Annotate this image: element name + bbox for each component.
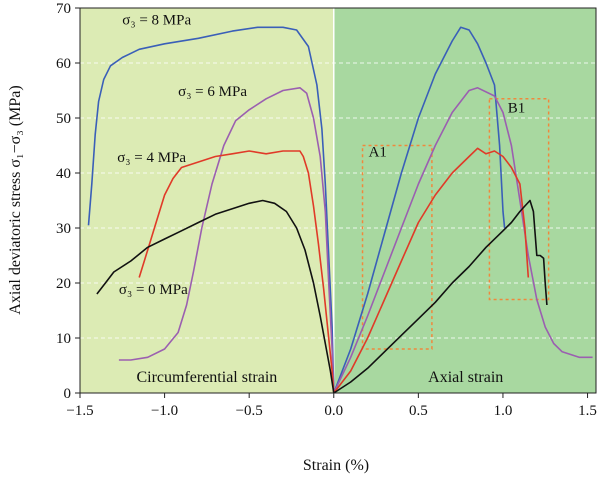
annotation-0: σ₃ = 8 MPa (122, 13, 191, 29)
highlight-boxes (361, 98, 550, 350)
y-tick-label: 30 (56, 221, 71, 237)
series-0-circumferential (87, 26, 335, 394)
y-tick-label: 40 (56, 166, 71, 182)
series-3-axial (333, 199, 548, 394)
series-1-circumferential (118, 87, 335, 394)
y-tick-label: 10 (56, 331, 71, 347)
x-tick-label: −1.5 (66, 403, 93, 419)
annotations: σ₃ = 8 MPa σ₃ = 6 MPa σ₃ = 4 MPa σ₃ = 0 MPa… (117, 13, 525, 387)
region-1 (333, 8, 596, 393)
series-2-axial (333, 147, 530, 394)
y-tick-label: 50 (56, 111, 71, 127)
y-axis-label: Axial deviatoric stress σ₁−σ₃ (MPa) (7, 85, 24, 314)
series-3-circumferential (96, 199, 335, 394)
box-a1 (361, 144, 433, 350)
annotation-5: Axial strain (428, 369, 503, 386)
x-tick-label: −0.5 (236, 403, 263, 419)
series-2-circumferential (138, 150, 335, 394)
annotation-6: A1 (369, 145, 387, 161)
y-tick-label: 20 (56, 276, 71, 292)
plot-frame (79, 7, 597, 394)
x-tick-label: 1.5 (578, 403, 597, 419)
x-tick-label: −1.0 (151, 403, 178, 419)
axes: −1.5 −1.0 −0.5 0.0 0.5 1.0 1.5 0 10 20 30 40 50 60 70 (56, 1, 597, 419)
y-tick-label: 0 (64, 386, 72, 402)
series-0-axial (333, 26, 506, 394)
x-tick-label: 1.0 (494, 403, 513, 419)
annotation-2: σ₃ = 4 MPa (117, 150, 186, 166)
box-b1 (488, 98, 550, 301)
y-tick-label: 70 (56, 1, 71, 17)
annotation-1: σ₃ = 6 MPa (178, 84, 247, 100)
x-tick-label: 0.0 (324, 403, 343, 419)
annotation-7: B1 (508, 101, 526, 117)
region-backgrounds (80, 8, 596, 393)
x-axis-label: Strain (%) (303, 457, 369, 474)
y-tick-label: 60 (56, 56, 71, 72)
region-0 (80, 8, 334, 393)
annotation-4: Circumferential strain (136, 369, 277, 386)
x-tick-label: 0.5 (409, 403, 428, 419)
series-1-axial (333, 87, 593, 394)
annotation-3: σ₃ = 0 MPa (119, 282, 188, 298)
series-lines (87, 26, 593, 394)
